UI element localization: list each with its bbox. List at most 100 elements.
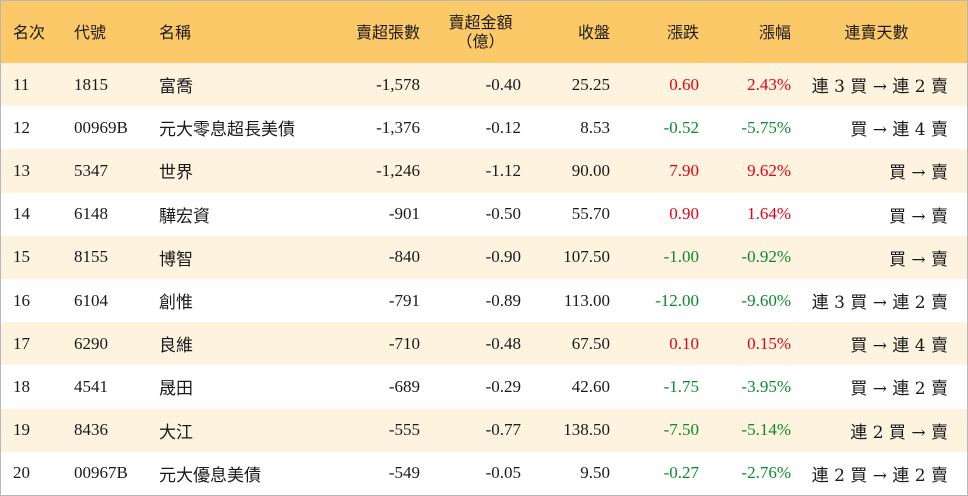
- cell-code: 00969B: [74, 117, 128, 137]
- cell-volume: -1,376: [376, 117, 420, 137]
- cell-rank: 16: [13, 290, 30, 310]
- header-amount-line1: 賣超金額: [448, 13, 513, 32]
- cell-pct: 1.64%: [747, 204, 791, 224]
- cell-code: 1815: [74, 74, 108, 94]
- cell-days: 買 → 賣: [888, 206, 948, 227]
- cell-code: 00967B: [74, 463, 128, 483]
- cell-close: 138.50: [563, 420, 610, 440]
- table-row: 16 6104 創惟 -791 -0.89 113.00 -12.00 -9.6…: [1, 278, 967, 323]
- cell-name: 富喬: [159, 77, 193, 98]
- cell-code: 6148: [74, 204, 108, 224]
- cell-change: -0.52: [663, 117, 699, 137]
- cell-volume: -1,578: [376, 74, 420, 94]
- cell-code: 5347: [74, 160, 108, 180]
- cell-pct: -9.60%: [741, 290, 791, 310]
- cell-close: 67.50: [571, 333, 610, 353]
- cell-volume: -791: [388, 290, 420, 310]
- header-volume: 賣超張數: [355, 22, 420, 42]
- cell-days: 買 → 賣: [888, 163, 948, 184]
- cell-change: 7.90: [669, 160, 699, 180]
- header-name: 名稱: [159, 22, 192, 42]
- cell-pct: -0.92%: [741, 247, 791, 267]
- cell-close: 8.53: [580, 117, 610, 137]
- cell-change: -12.00: [655, 290, 699, 310]
- cell-amount: -1.12: [485, 160, 521, 180]
- cell-code: 8436: [74, 420, 108, 440]
- cell-name: 驊宏資: [159, 206, 210, 227]
- cell-close: 113.00: [563, 290, 610, 310]
- cell-code: 6290: [74, 333, 108, 353]
- cell-change: 0.10: [669, 333, 699, 353]
- table-row: 17 6290 良維 -710 -0.48 67.50 0.10 0.15% 買…: [1, 322, 967, 366]
- cell-days: 連 3 買 → 連 2 賣: [811, 77, 948, 98]
- cell-rank: 14: [13, 204, 30, 224]
- table-header: 名次 代號 名稱 賣超張數 賣超金額 （億） 收盤 漲跌 漲幅 連賣天數: [1, 1, 967, 63]
- cell-rank: 12: [13, 117, 30, 137]
- cell-name: 創惟: [159, 293, 193, 314]
- cell-amount: -0.29: [485, 376, 521, 396]
- cell-rank: 15: [13, 247, 30, 267]
- cell-change: -0.27: [663, 463, 699, 483]
- cell-close: 107.50: [563, 247, 610, 267]
- cell-change: -7.50: [663, 420, 699, 440]
- cell-code: 4541: [74, 376, 108, 396]
- cell-rank: 17: [13, 333, 30, 353]
- cell-name: 晟田: [159, 379, 193, 400]
- cell-name: 世界: [159, 163, 193, 184]
- table-row: 13 5347 世界 -1,246 -1.12 90.00 7.90 9.62%…: [1, 149, 967, 193]
- cell-volume: -689: [388, 376, 420, 396]
- cell-pct: 2.43%: [747, 74, 791, 94]
- cell-volume: -901: [388, 204, 420, 224]
- cell-name: 良維: [159, 336, 193, 357]
- table-row: 14 6148 驊宏資 -901 -0.50 55.70 0.90 1.64% …: [1, 192, 967, 236]
- cell-volume: -840: [388, 247, 420, 267]
- table-row: 12 00969B 元大零息超長美債 -1,376 -0.12 8.53 -0.…: [1, 106, 967, 150]
- cell-close: 25.25: [571, 74, 610, 94]
- header-days: 連賣天數: [844, 22, 909, 42]
- cell-code: 8155: [74, 247, 108, 267]
- cell-days: 連 2 買 → 連 2 賣: [811, 465, 948, 486]
- cell-pct: 9.62%: [747, 160, 791, 180]
- cell-volume: -710: [388, 333, 420, 353]
- cell-rank: 13: [13, 160, 30, 180]
- cell-name: 元大零息超長美債: [159, 120, 295, 141]
- cell-amount: -0.05: [485, 463, 521, 483]
- cell-close: 42.60: [571, 376, 610, 396]
- cell-close: 55.70: [571, 204, 610, 224]
- cell-amount: -0.50: [485, 204, 521, 224]
- cell-amount: -0.40: [485, 74, 521, 94]
- cell-name: 元大優息美債: [159, 465, 261, 486]
- cell-amount: -0.77: [485, 420, 521, 440]
- cell-days: 買 → 連 2 賣: [850, 379, 948, 400]
- cell-pct: -5.75%: [741, 117, 791, 137]
- cell-days: 買 → 連 4 賣: [850, 120, 948, 141]
- cell-pct: -3.95%: [741, 376, 791, 396]
- cell-days: 連 2 買 → 賣: [850, 422, 948, 443]
- table-row: 20 00967B 元大優息美債 -549 -0.05 9.50 -0.27 -…: [1, 451, 967, 495]
- cell-change: -1.75: [663, 376, 699, 396]
- cell-days: 買 → 連 4 賣: [850, 336, 948, 357]
- header-amount: 賣超金額 （億）: [420, 13, 521, 51]
- cell-amount: -0.90: [485, 247, 521, 267]
- cell-days: 買 → 賣: [888, 249, 948, 270]
- header-code: 代號: [74, 22, 107, 42]
- cell-pct: 0.15%: [747, 333, 791, 353]
- cell-code: 6104: [74, 290, 108, 310]
- cell-amount: -0.89: [485, 290, 521, 310]
- header-change: 漲跌: [666, 22, 699, 42]
- header-close: 收盤: [577, 22, 610, 42]
- cell-days: 連 3 買 → 連 2 賣: [811, 293, 948, 314]
- cell-volume: -549: [388, 463, 420, 483]
- header-rank: 名次: [13, 22, 46, 42]
- cell-volume: -1,246: [376, 160, 420, 180]
- cell-amount: -0.48: [485, 333, 521, 353]
- cell-change: -1.00: [663, 247, 699, 267]
- cell-change: 0.60: [669, 74, 699, 94]
- cell-name: 博智: [159, 249, 193, 270]
- header-amount-line2: （億）: [456, 32, 505, 51]
- table-row: 11 1815 富喬 -1,578 -0.40 25.25 0.60 2.43%…: [1, 63, 967, 107]
- table-row: 19 8436 大江 -555 -0.77 138.50 -7.50 -5.14…: [1, 408, 967, 452]
- table-row: 18 4541 晟田 -689 -0.29 42.60 -1.75 -3.95%…: [1, 365, 967, 409]
- cell-rank: 20: [13, 463, 30, 483]
